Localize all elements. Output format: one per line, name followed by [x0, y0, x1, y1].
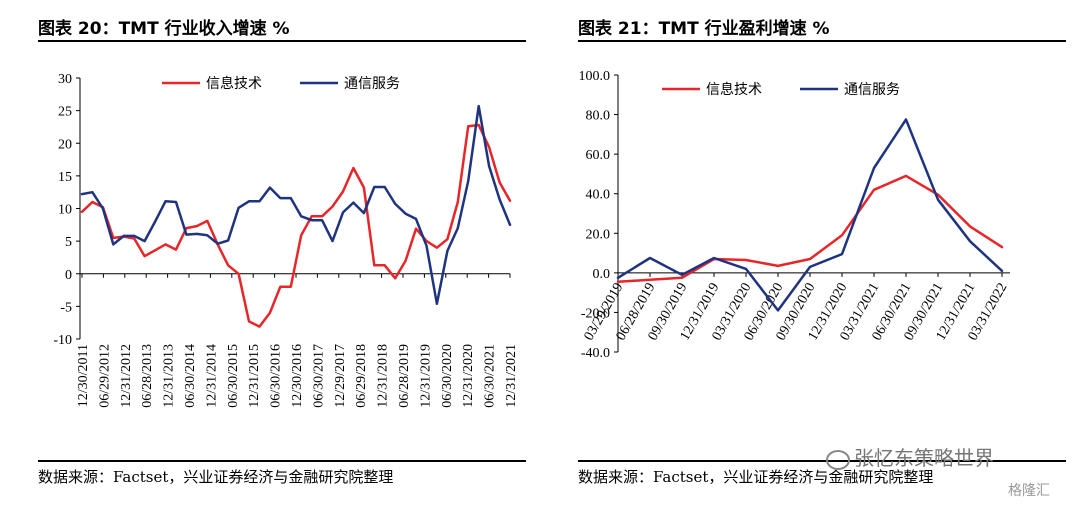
x-tick-label: 12/31/2020	[461, 344, 476, 408]
y-tick-label: 100.0	[579, 69, 611, 84]
y-tick-label: 0.0	[593, 267, 611, 282]
legend-label: 通信服务	[344, 76, 400, 92]
legend-label: 信息技术	[706, 81, 762, 98]
legend-label: 通信服务	[844, 82, 900, 98]
y-tick-label: -5	[60, 300, 72, 315]
y-tick-label: 40.0	[586, 188, 611, 203]
x-tick-label: 12/31/2013	[162, 344, 177, 408]
x-tick-label: 06/30/2016	[269, 344, 284, 408]
x-tick-label: 06/30/2021	[483, 344, 498, 408]
corner-watermark: 格隆汇	[1008, 480, 1050, 500]
y-tick-label: 30	[58, 72, 72, 87]
x-tick-label: 12/31/2015	[247, 344, 262, 408]
y-tick-label: -10	[53, 333, 72, 348]
chart-title: 图表 21：TMT 行业盈利增速 %	[578, 19, 830, 39]
right-chart-panel: 图表 21：TMT 行业盈利增速 % -40.0 -20.0 0.0 20.0 40.0…	[540, 0, 1080, 506]
y-tick-label: 25	[58, 105, 72, 120]
y-tick-label: 0	[65, 268, 72, 283]
source-rule	[578, 460, 1066, 462]
chart-title: 图表 20：TMT 行业收入增速 %	[38, 19, 290, 39]
x-tick-label: 06/30/2017	[311, 344, 326, 408]
y-tick-label: -20.0	[581, 306, 610, 321]
y-tick-label: 5	[65, 235, 72, 250]
series-line	[616, 118, 1004, 312]
x-tick-label: 12/31/2021	[504, 344, 519, 408]
x-tick-label: 06/30/2014	[183, 344, 198, 408]
x-tick-label: 06/28/2019	[397, 344, 412, 408]
corner-watermark-label: 格隆汇	[1008, 483, 1050, 499]
series-line	[80, 104, 512, 306]
x-tick-label: 12/29/2017	[333, 344, 348, 408]
revenue-growth-chart: -10 -5 0 5 10 15 20 25 30 12/30/2011 06/29/2012 12/…	[53, 72, 519, 408]
source-note: 数据来源：Factset，兴业证券经济与金融研究院整理	[38, 468, 394, 486]
x-tick-label: 06/29/2012	[97, 344, 112, 408]
y-tick-label: 20	[58, 137, 72, 152]
wechat-icon	[826, 449, 850, 470]
x-tick-label: 12/30/2011	[76, 344, 91, 407]
series-line	[80, 123, 512, 328]
legend-label: 信息技术	[206, 75, 262, 92]
x-tick-label: 06/30/2020	[440, 344, 455, 408]
earnings-growth-chart: -40.0-20.00.020.040.060.080.0100.003/29/…	[579, 69, 1011, 361]
title-rule	[38, 40, 526, 42]
watermark-label: 张忆东策略世界	[854, 446, 994, 470]
title-rule	[578, 40, 1066, 42]
y-tick-label: 10	[58, 203, 72, 218]
x-tick-label: 06/29/2018	[354, 344, 369, 408]
x-tick-label: 12/31/2019	[418, 344, 433, 408]
left-chart-panel: 图表 20：TMT 行业收入增速 % -10 -5 0 5 10 15 20 25 30 12/3…	[38, 19, 526, 486]
source-rule	[38, 460, 526, 462]
y-tick-label: 80.0	[586, 109, 611, 124]
series-line	[616, 174, 1004, 284]
x-tick-label: 12/31/2014	[204, 344, 219, 408]
x-tick-label: 12/31/2018	[376, 344, 391, 408]
x-tick-label: 12/30/2016	[290, 344, 305, 408]
source-note: 数据来源：Factset，兴业证券经济与金融研究院整理	[578, 468, 934, 486]
x-tick-label: 12/31/2012	[119, 344, 134, 408]
y-tick-label: 20.0	[586, 227, 611, 242]
x-tick-label: 06/28/2013	[140, 344, 155, 408]
x-tick-label: 06/30/2015	[226, 344, 241, 408]
y-tick-label: -40.0	[581, 346, 610, 361]
y-tick-label: 60.0	[586, 148, 611, 163]
watermark-text: 张忆东策略世界	[826, 442, 994, 471]
y-tick-label: 15	[58, 170, 72, 185]
